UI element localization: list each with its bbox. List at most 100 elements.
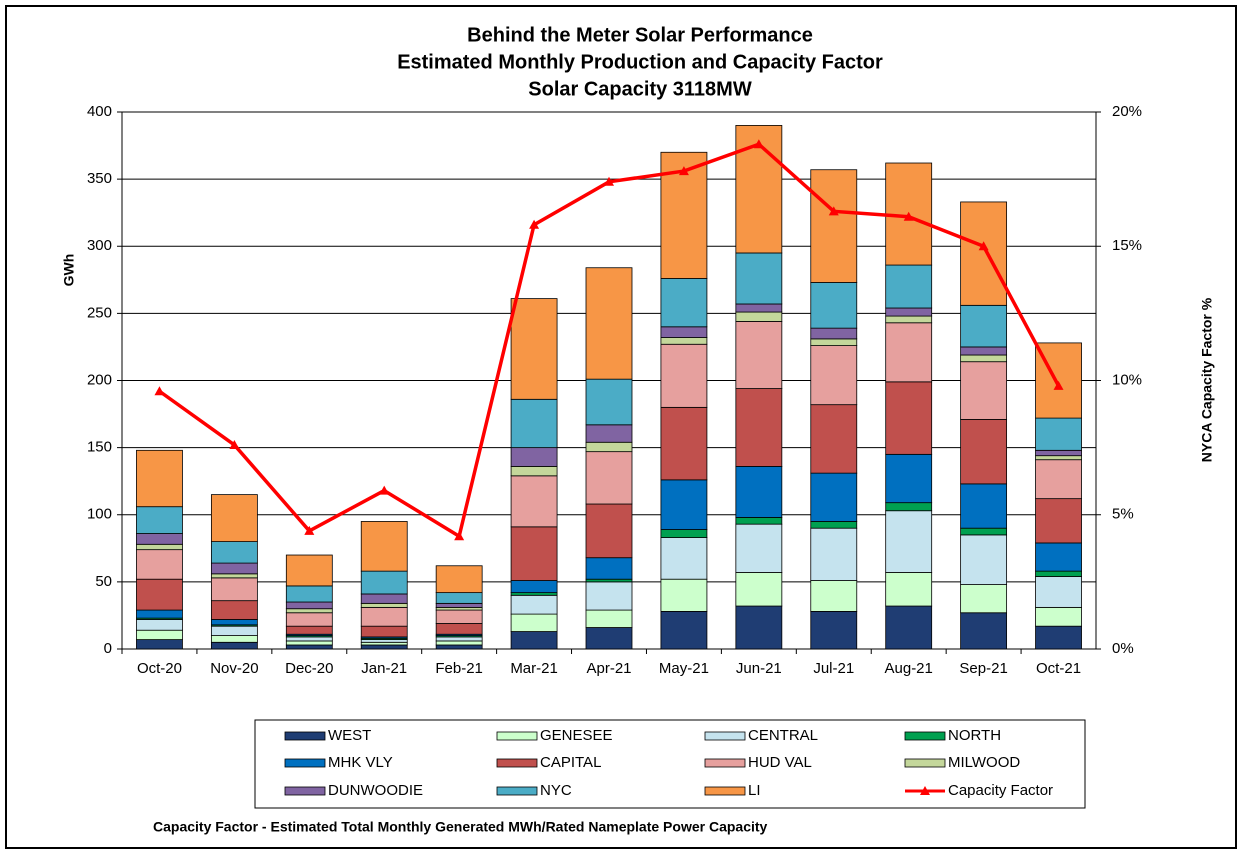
bar-segment: [360, 644, 408, 650]
bar-segment: [960, 527, 1008, 536]
bar-segment: [810, 169, 858, 283]
x-tick-label: May-21: [659, 660, 709, 677]
bar-segment: [885, 264, 933, 309]
y2-axis-label: NYCA Capacity Factor %: [1199, 297, 1215, 462]
bar-segment: [510, 580, 558, 594]
legend-label: LI: [748, 782, 761, 799]
bar-segment: [435, 644, 483, 650]
chart-title: Solar Capacity 3118MW: [528, 78, 752, 100]
bar-segment: [435, 565, 483, 594]
bar-segment: [1035, 455, 1082, 461]
bar-segment: [136, 619, 183, 631]
bar-segment: [1035, 570, 1082, 577]
bar-segment: [585, 378, 633, 426]
legend-label: NYC: [540, 782, 572, 799]
bar-segment: [510, 466, 558, 477]
line-marker: [229, 439, 240, 449]
bar-segment: [136, 629, 183, 641]
bar-segment: [735, 388, 783, 467]
bar-segment: [885, 322, 933, 383]
bar-segment: [810, 345, 858, 406]
y-tick-label: 0: [104, 640, 112, 657]
legend-label: NORTH: [948, 727, 1001, 744]
bar-segment: [735, 303, 783, 313]
legend-marker: [920, 786, 930, 795]
y-tick-label: 150: [87, 439, 112, 456]
bar-segment: [660, 611, 708, 650]
bar-segment: [660, 537, 708, 580]
bar-segment: [1035, 606, 1082, 627]
chart-title: Estimated Monthly Production and Capacit…: [397, 51, 883, 73]
bar-segment: [810, 611, 858, 650]
bar-segment: [735, 252, 783, 305]
legend-label: DUNWOODIE: [328, 782, 423, 799]
y2-tick-label: 15%: [1112, 237, 1142, 254]
bar-segment: [660, 578, 708, 612]
bar-segment: [136, 609, 183, 619]
legend-label: GENESEE: [540, 727, 613, 744]
bar-segment: [660, 326, 708, 338]
bar-segment: [360, 521, 408, 572]
bar-segment: [136, 449, 183, 508]
y-tick-label: 300: [87, 237, 112, 254]
bar-segment: [510, 631, 558, 650]
legend-swatch: [904, 758, 946, 768]
line-marker: [604, 176, 614, 186]
legend-label: MHK VLY: [328, 754, 393, 771]
bar-segment: [585, 503, 633, 559]
x-tick-label: Jan-21: [361, 660, 407, 677]
x-tick-label: Oct-21: [1036, 660, 1081, 677]
line-marker: [304, 525, 315, 535]
bar-segment: [585, 441, 633, 453]
bar-segment: [885, 502, 933, 512]
y2-tick-label: 20%: [1112, 103, 1142, 120]
bar-segment: [735, 321, 783, 389]
bar-segment: [810, 472, 858, 522]
bar-segment: [960, 346, 1008, 356]
bar-segment: [510, 475, 558, 528]
bar-segment: [960, 483, 1008, 529]
bar-segment: [810, 527, 858, 581]
bar-segment: [435, 602, 483, 608]
bar-segment: [660, 406, 708, 481]
bar-segment: [210, 600, 258, 620]
bar-segment: [285, 601, 333, 610]
bar-segment: [210, 641, 258, 650]
line-marker: [379, 485, 390, 495]
legend-box: [254, 719, 1086, 809]
bar-segment: [435, 606, 483, 611]
line-marker: [828, 206, 839, 216]
bar-segment: [810, 580, 858, 612]
bar-segment: [510, 592, 558, 596]
y-tick-label: 100: [87, 506, 112, 523]
bar-segment: [210, 494, 258, 542]
bar-segment: [360, 593, 408, 604]
bar-segment: [136, 639, 183, 650]
bar-segment: [210, 577, 258, 602]
bar-segment: [285, 608, 333, 614]
bar-segment: [960, 534, 1008, 585]
bar-segment: [285, 612, 333, 627]
bar-segment: [1035, 576, 1082, 608]
x-tick-label: Dec-20: [285, 660, 333, 677]
bar-segment: [210, 619, 258, 626]
bar-segment: [136, 549, 183, 580]
x-tick-label: Jun-21: [736, 660, 782, 677]
bar-segment: [810, 521, 858, 529]
bar-segment: [885, 605, 933, 650]
legend-swatch: [284, 731, 326, 741]
bar-segment: [360, 639, 408, 643]
legend-swatch: [284, 758, 326, 768]
bar-segment: [435, 636, 483, 642]
bar-segment: [960, 201, 1008, 306]
bar-segment: [210, 562, 258, 575]
bar-segment: [285, 644, 333, 650]
bar-segment: [960, 584, 1008, 614]
bar-segment: [885, 510, 933, 573]
y-axis-label: GWh: [61, 254, 77, 287]
bar-segment: [585, 581, 633, 611]
bar-segment: [885, 315, 933, 324]
line-marker: [154, 386, 165, 396]
legend-swatch: [284, 786, 326, 796]
bar-segment: [360, 641, 408, 646]
